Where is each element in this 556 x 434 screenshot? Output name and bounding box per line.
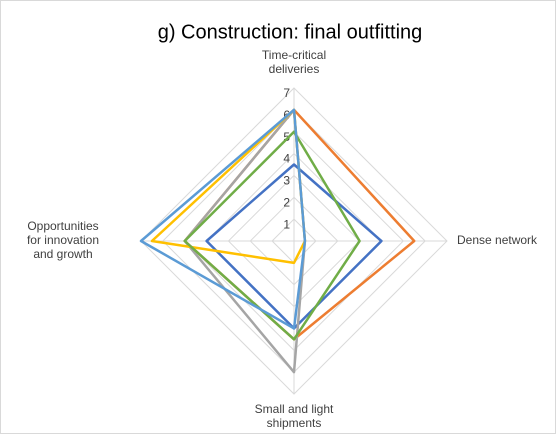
tick-label: 5	[283, 130, 290, 144]
category-label: Dense network	[457, 233, 538, 247]
tick-label: 4	[283, 152, 290, 166]
tick-label: 7	[283, 86, 290, 100]
category-label: Opportunities for innovation and growth	[27, 219, 99, 261]
series-line	[139, 108, 307, 330]
tick-label: 2	[283, 195, 290, 209]
chart-title: g) Construction: final outfitting	[158, 21, 423, 43]
series-line	[183, 130, 361, 341]
category-label: Small and light shipments	[255, 402, 334, 430]
category-label: Time-critical deliveries	[262, 48, 326, 76]
tick-label: 3	[283, 174, 290, 188]
tick-label: 1	[283, 217, 290, 231]
